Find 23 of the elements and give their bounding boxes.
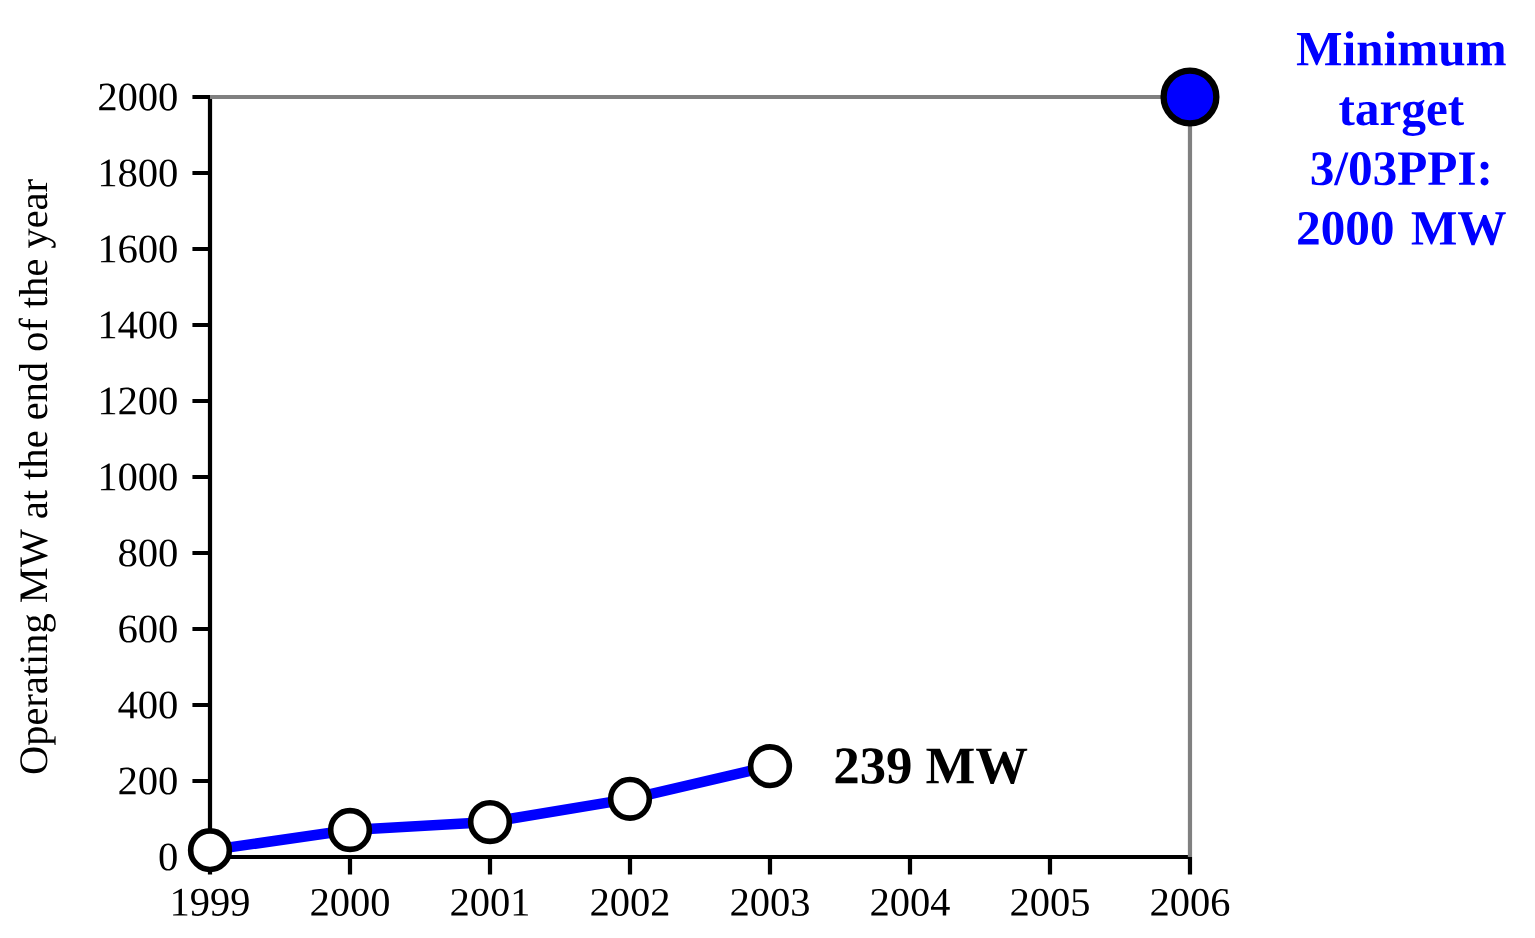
y-tick-label: 1200 — [100, 387, 177, 415]
x-tick-label: 2000 — [311, 888, 389, 916]
y-tick-label: 1800 — [100, 159, 177, 187]
y-tick-label: 200 — [119, 767, 177, 795]
point — [1160, 67, 1220, 127]
x-tick-label: 2005 — [1011, 888, 1089, 916]
x-tick-label: 2003 — [731, 888, 809, 916]
x-tick-label: 2002 — [591, 888, 669, 916]
y-tick-label: 0 — [159, 843, 177, 871]
annotation: 239 MW — [835, 748, 1028, 784]
x-tick-label: 2004 — [871, 888, 950, 916]
y-tick-label: 1000 — [100, 463, 177, 491]
y-tick-label: 600 — [119, 615, 177, 643]
y-tick-label: 2000 — [99, 83, 177, 111]
y-tick-label: 1600 — [100, 235, 177, 263]
y-tick-label: 1400 — [100, 311, 177, 339]
x-tick-label: 1999 — [173, 888, 249, 916]
y-tick-label: 400 — [118, 691, 177, 719]
y-tick-label: 800 — [119, 539, 177, 567]
x-tick-label: 2006 — [1151, 888, 1230, 916]
x-tick-label: 2001 — [451, 888, 528, 916]
annotation: Minimum target 3/03PPI: 2000 MW — [1296, 31, 1506, 246]
y-axis-title: Operating MW at the end of the year — [18, 179, 56, 774]
